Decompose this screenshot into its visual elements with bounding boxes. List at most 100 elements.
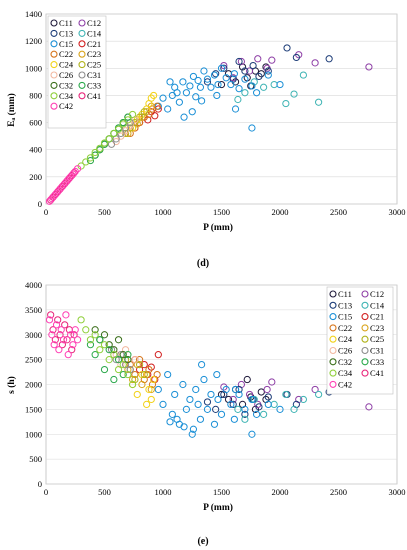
legend-marker-c24	[329, 335, 337, 343]
legend-label-c11: C11	[338, 289, 352, 299]
data-point-c15	[196, 83, 205, 91]
data-point-c15	[194, 76, 202, 85]
legend-marker-c26	[50, 71, 58, 79]
data-point-c42	[71, 326, 79, 334]
data-point-c14	[260, 83, 268, 91]
data-point-c42	[73, 336, 82, 344]
data-point-c15	[200, 67, 208, 75]
data-point-c15	[222, 385, 230, 394]
data-point-c41	[49, 326, 57, 334]
legend-marker-c21	[78, 40, 86, 48]
legend-marker-c22	[329, 324, 337, 332]
legend-label-c11: C11	[59, 18, 73, 28]
data-point-c15	[253, 410, 261, 418]
data-point-c15	[214, 395, 222, 404]
legend-label-c34: C34	[338, 368, 353, 378]
data-point-c15	[210, 71, 219, 79]
x-tick-label: 0	[44, 207, 48, 217]
data-point-c15	[189, 72, 198, 81]
legend-marker-c41	[78, 92, 86, 100]
data-point-c15	[182, 89, 190, 97]
x-tick-label: 3000	[389, 207, 406, 217]
data-point-c24	[138, 370, 146, 379]
data-point-c15	[227, 400, 235, 408]
data-point-c15	[194, 400, 202, 408]
data-point-c24	[143, 400, 151, 408]
data-point-c34	[114, 125, 123, 133]
legend-e	[326, 286, 394, 395]
data-point-c11	[262, 63, 270, 71]
legend-marker-c21	[361, 313, 369, 321]
data-point-c33	[91, 351, 99, 359]
y-axis-title-d: Eₐ (mm)	[6, 93, 17, 127]
data-point-c14	[299, 395, 307, 404]
legend-label-c26: C26	[338, 346, 352, 356]
x-tick-label: 2000	[272, 487, 289, 497]
data-point-c34	[100, 139, 109, 147]
data-point-c25	[140, 370, 148, 379]
data-point-c41	[54, 316, 62, 324]
data-point-c15	[159, 400, 167, 408]
data-point-c12	[245, 67, 254, 75]
x-tick-label: 500	[98, 207, 111, 217]
data-point-c12	[365, 63, 373, 71]
data-point-c15	[235, 390, 243, 399]
data-point-c15	[186, 82, 194, 90]
data-point-c12	[220, 383, 228, 391]
data-point-c15	[264, 71, 272, 79]
data-point-c13	[220, 64, 228, 72]
y-tick-label: 1400	[25, 9, 42, 19]
data-point-c42	[52, 321, 61, 329]
legend-label-c14: C14	[87, 28, 102, 38]
data-point-c32	[91, 326, 99, 334]
x-tick-label: 2500	[330, 207, 347, 217]
data-point-c13	[249, 61, 257, 70]
data-point-c34	[110, 129, 118, 138]
data-point-c15	[235, 85, 243, 93]
data-point-c15	[166, 78, 174, 86]
y-tick-label: 800	[29, 90, 42, 100]
legend-label-c24: C24	[59, 60, 74, 70]
data-point-c12	[268, 56, 276, 64]
legend-label-c21: C21	[87, 39, 101, 49]
data-point-c15	[188, 430, 196, 438]
legend-marker-c42	[329, 380, 337, 388]
data-point-c21	[147, 363, 155, 371]
data-point-c41	[63, 336, 71, 344]
data-point-c13	[203, 78, 212, 86]
data-point-c33	[114, 356, 123, 364]
data-point-c41	[70, 169, 78, 177]
data-point-c15	[241, 405, 249, 413]
legend-label-c33: C33	[87, 80, 101, 90]
y-tick-label: 500	[29, 454, 42, 464]
legend-label-c23: C23	[87, 49, 101, 59]
data-point-c41	[56, 331, 64, 339]
legend-marker-c23	[361, 324, 369, 332]
legend-label-c24: C24	[338, 334, 353, 344]
data-point-c12	[237, 57, 245, 66]
data-point-c15	[188, 108, 196, 116]
legend-marker-c13	[50, 29, 58, 37]
legend-label-c21: C21	[370, 312, 384, 322]
data-point-c34	[110, 351, 118, 359]
y-tick-label: 2000	[25, 380, 42, 390]
data-point-c15	[180, 113, 188, 121]
data-point-c15	[198, 97, 206, 105]
x-axis-title-e: P (mm)	[203, 502, 233, 513]
data-point-c13	[241, 67, 249, 75]
legend-marker-c12	[78, 19, 86, 27]
data-point-c15	[248, 82, 256, 90]
data-point-c15	[248, 395, 256, 404]
legend-marker-c32	[50, 81, 58, 89]
legend-marker-c24	[50, 61, 58, 69]
x-tick-label: 1000	[155, 207, 172, 217]
data-point-c34	[77, 316, 85, 324]
legend-label-c31: C31	[370, 346, 384, 356]
data-point-c34	[105, 356, 113, 364]
legend-label-c33: C33	[370, 357, 384, 367]
data-point-c33	[124, 351, 132, 359]
data-point-c14	[315, 390, 323, 399]
data-point-c33	[105, 346, 113, 354]
data-point-c15	[203, 405, 212, 413]
